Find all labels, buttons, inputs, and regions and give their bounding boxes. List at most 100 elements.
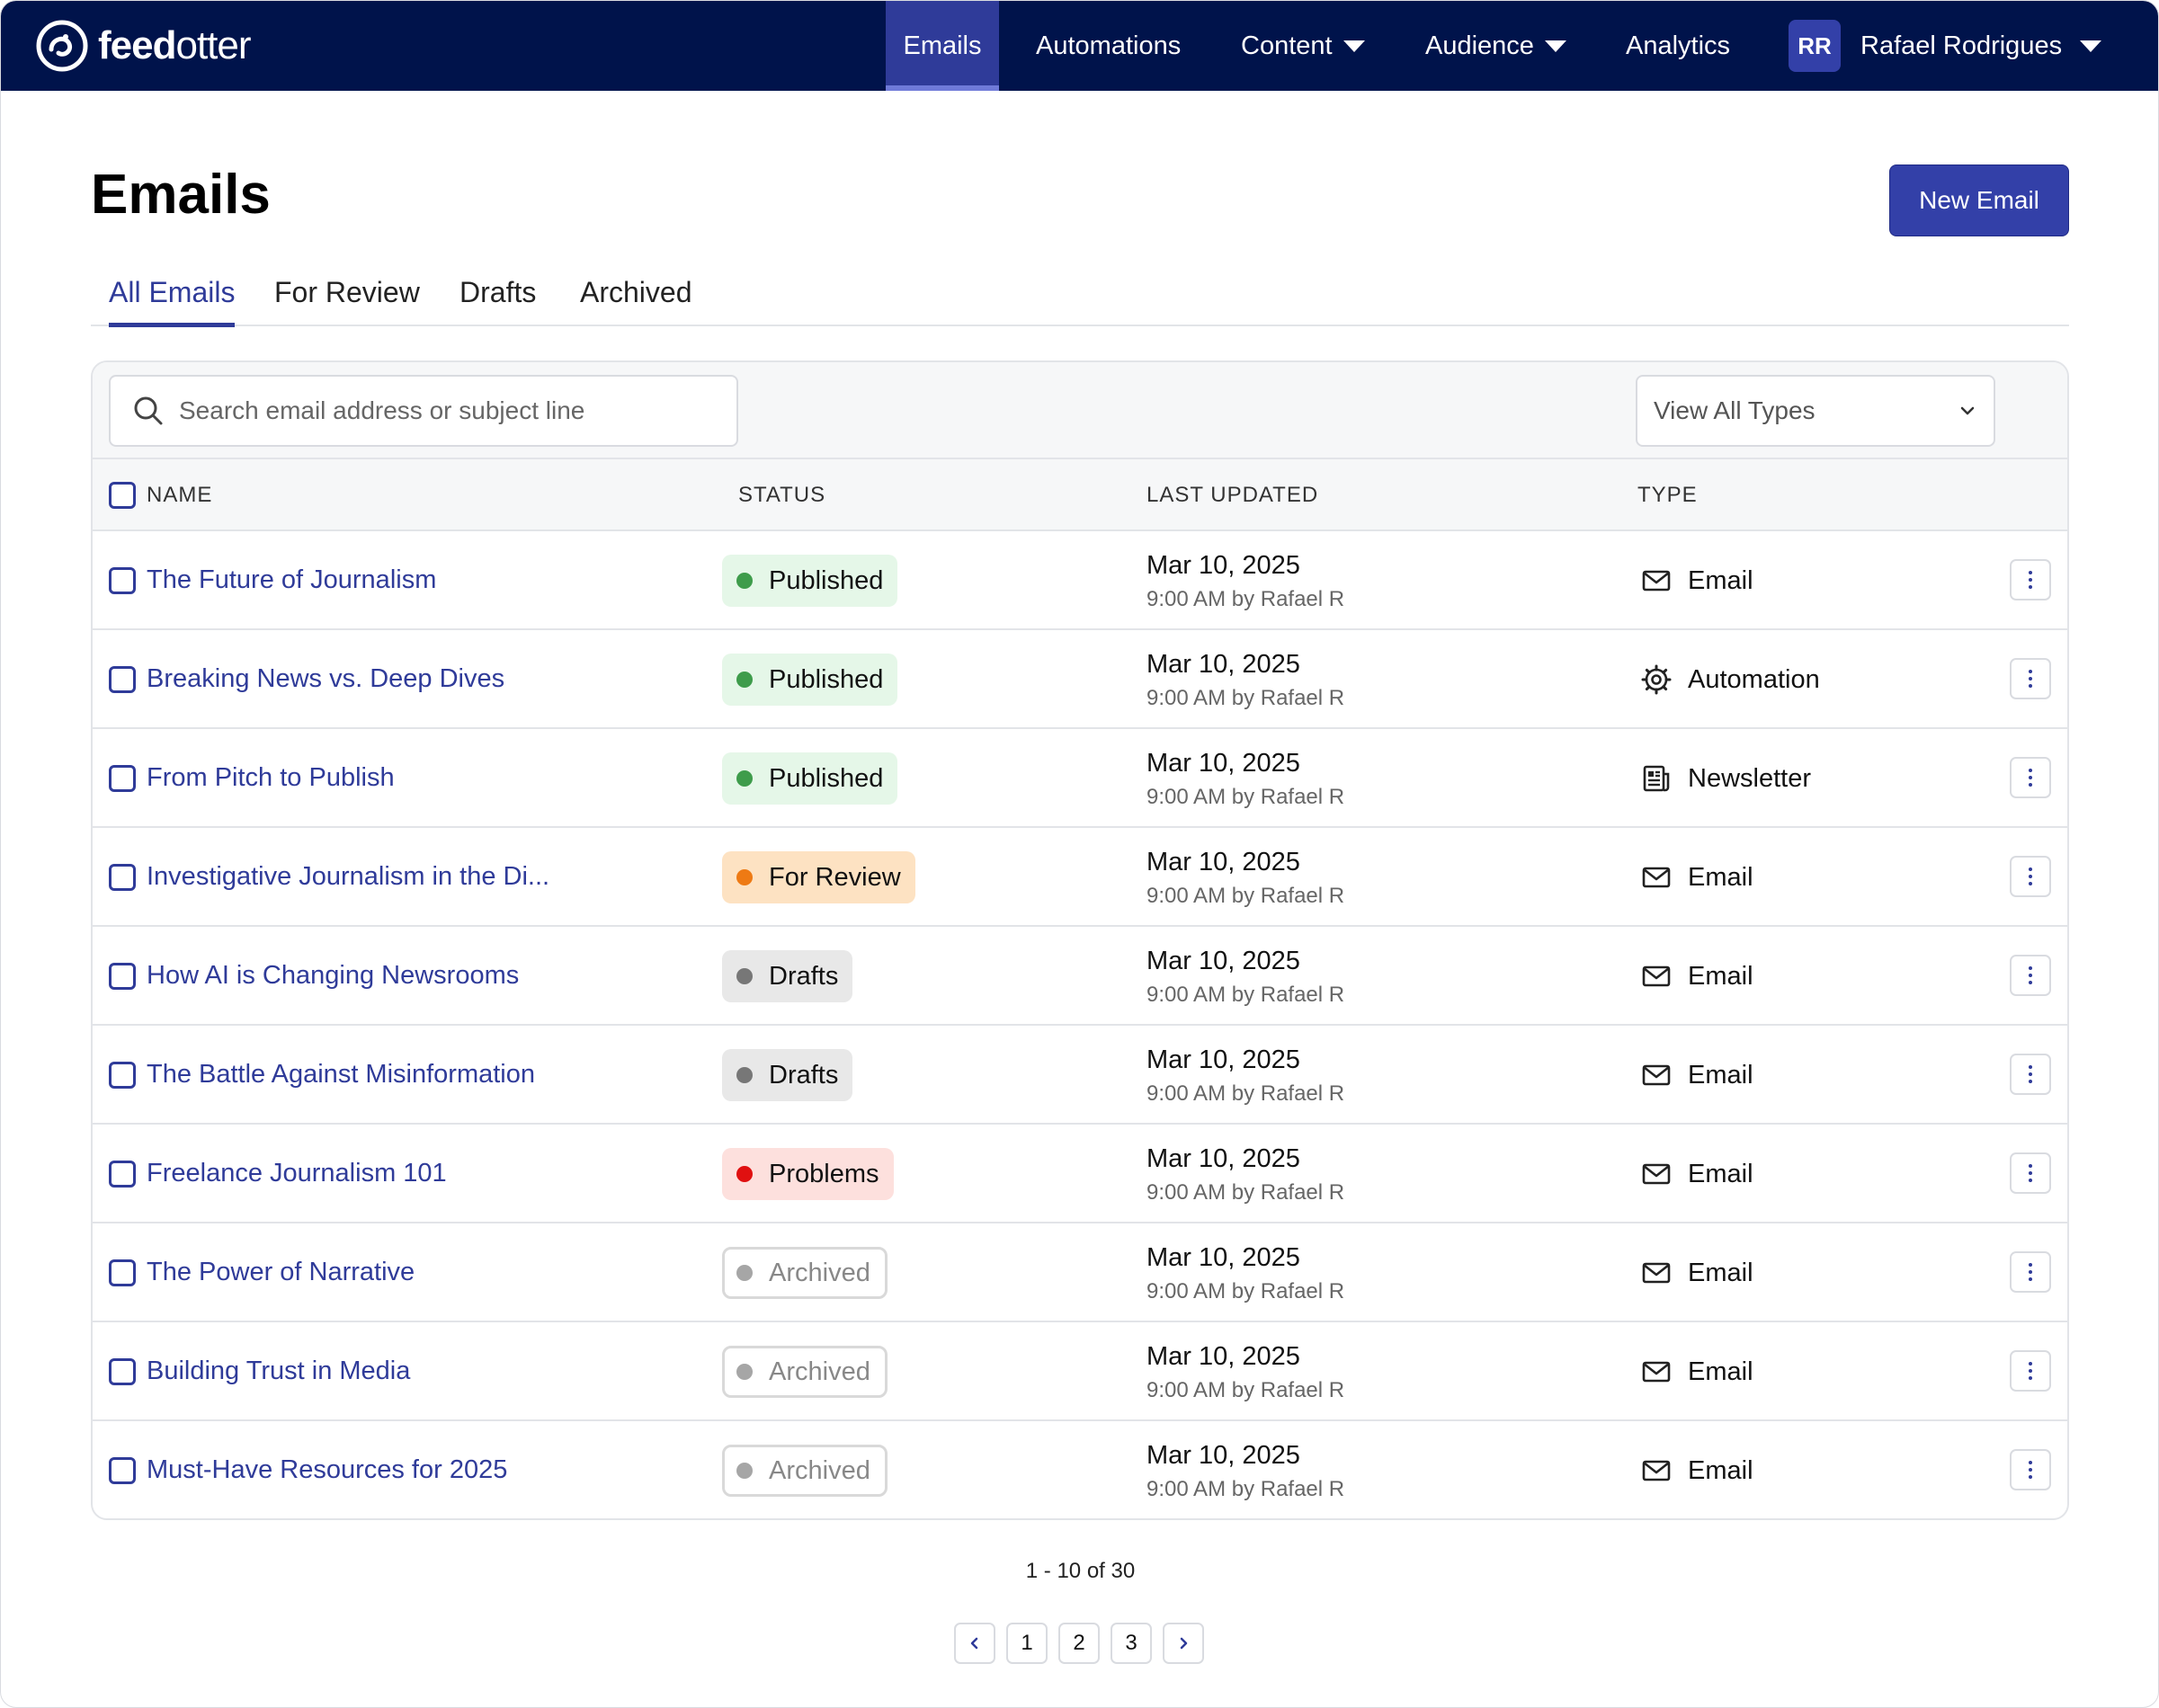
search-box[interactable] — [109, 375, 738, 447]
row-checkbox[interactable] — [109, 963, 136, 990]
kebab-dot-icon — [2029, 1171, 2032, 1175]
brand-name: feedotter — [98, 23, 252, 67]
kebab-dot-icon — [2029, 1080, 2032, 1083]
row-checkbox[interactable] — [109, 864, 136, 891]
kebab-dot-icon — [2029, 1065, 2032, 1069]
gear-icon — [1641, 664, 1688, 695]
nav-automations[interactable]: Automations — [1036, 1, 1181, 91]
kebab-dot-icon — [2029, 1263, 2032, 1267]
kebab-dot-icon — [2029, 1072, 2032, 1076]
email-name-link[interactable]: How AI is Changing Newsrooms — [147, 961, 520, 990]
email-name-link[interactable]: Building Trust in Media — [147, 1357, 411, 1385]
type-label: Email — [1688, 1357, 1753, 1386]
status-dot-icon — [736, 1067, 753, 1083]
kebab-dot-icon — [2029, 1475, 2032, 1479]
row-actions-button[interactable] — [2010, 658, 2051, 699]
nav-audience[interactable]: Audience — [1425, 1, 1566, 91]
email-name-link[interactable]: Investigative Journalism in the Di... — [147, 862, 550, 891]
column-type[interactable]: TYPE — [1637, 483, 1698, 507]
row-actions-button[interactable] — [2010, 1251, 2051, 1293]
row-checkbox[interactable] — [109, 1457, 136, 1484]
updated-date: Mar 10, 2025 — [1146, 551, 1300, 580]
kebab-dot-icon — [2029, 882, 2032, 885]
table-row[interactable]: Freelance Journalism 101 Problems Mar 10, … — [93, 1125, 2067, 1223]
page-button[interactable]: 1 — [1006, 1623, 1048, 1664]
status-badge: Archived — [722, 1445, 888, 1497]
table-row[interactable]: The Battle Against Misinformation Drafts M… — [93, 1026, 2067, 1125]
status-label: Archived — [769, 1455, 870, 1485]
next-page-button[interactable] — [1163, 1623, 1204, 1664]
updated-date: Mar 10, 2025 — [1146, 749, 1300, 778]
nav-analytics[interactable]: Analytics — [1626, 1, 1730, 91]
tab-drafts[interactable]: Drafts — [459, 276, 537, 308]
user-menu[interactable]: Rafael Rodrigues — [1860, 1, 2102, 91]
email-type: Email — [1641, 558, 1753, 603]
tab-all-emails[interactable]: All Emails — [109, 276, 236, 327]
status-label: Published — [769, 664, 884, 694]
mail-icon — [1641, 862, 1688, 893]
nav-content[interactable]: Content — [1241, 1, 1365, 91]
column-last-updated[interactable]: LAST UPDATED — [1146, 483, 1319, 507]
table-row[interactable]: The Power of Narrative Archived Mar 10, 20… — [93, 1223, 2067, 1322]
status-badge: Published — [722, 752, 898, 805]
search-input[interactable] — [177, 396, 720, 426]
table-row[interactable]: Investigative Journalism in the Di... For… — [93, 828, 2067, 927]
email-name-link[interactable]: Freelance Journalism 101 — [147, 1159, 447, 1188]
avatar[interactable]: RR — [1789, 20, 1841, 72]
email-name-link[interactable]: Breaking News vs. Deep Dives — [147, 664, 505, 693]
status-label: Archived — [769, 1258, 870, 1287]
email-name-link[interactable]: From Pitch to Publish — [147, 763, 395, 792]
row-actions-button[interactable] — [2010, 757, 2051, 798]
pagination: 1 2 3 — [954, 1623, 1215, 1664]
page-button[interactable]: 2 — [1058, 1623, 1100, 1664]
type-filter-select[interactable]: View All Types — [1636, 375, 1995, 447]
row-actions-button[interactable] — [2010, 1054, 2051, 1095]
row-actions-button[interactable] — [2010, 856, 2051, 897]
email-name-link[interactable]: Must-Have Resources for 2025 — [147, 1455, 508, 1484]
column-name[interactable]: NAME — [147, 483, 213, 507]
table-row[interactable]: Building Trust in Media Archived Mar 10, 2… — [93, 1322, 2067, 1421]
nav-label: Audience — [1425, 31, 1534, 60]
page-title: Emails — [91, 164, 271, 226]
row-actions-button[interactable] — [2010, 1152, 2051, 1194]
tab-for-review[interactable]: For Review — [274, 276, 420, 308]
type-label: Email — [1688, 1060, 1753, 1090]
status-label: For Review — [769, 862, 901, 892]
updated-meta: 9:00 AM by Rafael R — [1146, 587, 1345, 611]
page-button[interactable]: 3 — [1111, 1623, 1152, 1664]
row-checkbox[interactable] — [109, 666, 136, 693]
email-type: Automation — [1641, 657, 1820, 702]
table-row[interactable]: Breaking News vs. Deep Dives Published Mar… — [93, 630, 2067, 729]
row-actions-button[interactable] — [2010, 955, 2051, 996]
email-type: Newsletter — [1641, 756, 1811, 801]
table-toolbar: View All Types — [93, 362, 2067, 459]
kebab-dot-icon — [2029, 1362, 2032, 1366]
row-checkbox[interactable] — [109, 1259, 136, 1286]
email-name-link[interactable]: The Battle Against Misinformation — [147, 1060, 535, 1089]
table-row[interactable]: How AI is Changing Newsrooms Drafts Mar 10… — [93, 927, 2067, 1026]
row-actions-button[interactable] — [2010, 559, 2051, 600]
select-all-checkbox[interactable] — [109, 482, 136, 509]
row-checkbox[interactable] — [109, 1161, 136, 1188]
tab-archived[interactable]: Archived — [580, 276, 692, 308]
row-actions-button[interactable] — [2010, 1350, 2051, 1392]
new-email-button[interactable]: New Email — [1889, 165, 2069, 236]
table-row[interactable]: From Pitch to Publish Published Mar 10, 20… — [93, 729, 2067, 828]
column-status[interactable]: STATUS — [738, 483, 826, 507]
row-actions-button[interactable] — [2010, 1449, 2051, 1490]
nav-emails[interactable]: Emails — [886, 1, 999, 91]
row-checkbox[interactable] — [109, 1358, 136, 1385]
prev-page-button[interactable] — [954, 1623, 995, 1664]
email-name-link[interactable]: The Future of Journalism — [147, 565, 437, 594]
row-checkbox[interactable] — [109, 765, 136, 792]
logo[interactable]: feedotter — [35, 19, 252, 73]
table-row[interactable]: The Future of Journalism Published Mar 10,… — [93, 531, 2067, 630]
updated-meta: 9:00 AM by Rafael R — [1146, 884, 1345, 908]
type-label: Email — [1688, 1159, 1753, 1188]
email-name-link[interactable]: The Power of Narrative — [147, 1258, 415, 1286]
kebab-dot-icon — [2029, 1179, 2032, 1182]
row-checkbox[interactable] — [109, 567, 136, 594]
table-row[interactable]: Must-Have Resources for 2025 Archived Mar … — [93, 1421, 2067, 1518]
row-checkbox[interactable] — [109, 1062, 136, 1089]
kebab-dot-icon — [2029, 670, 2032, 673]
